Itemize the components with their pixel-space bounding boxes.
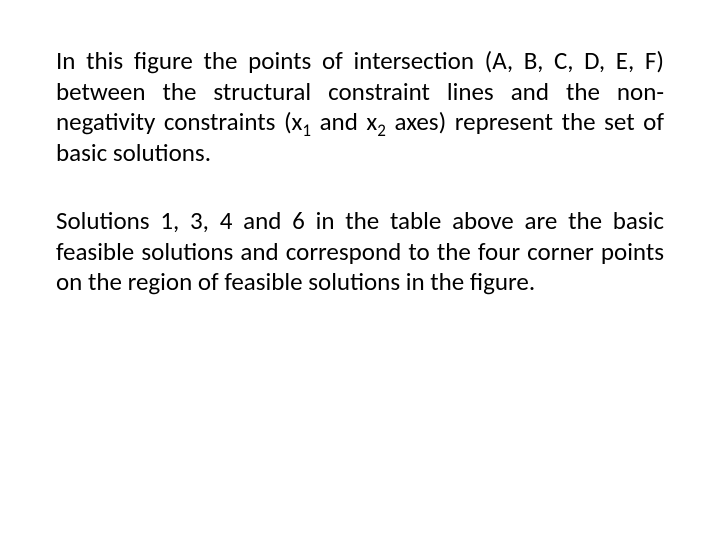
paragraph-2: Solutions 1, 3, 4 and 6 in the table abo… — [56, 206, 664, 298]
paragraph-1: In this figure the points of intersectio… — [56, 46, 664, 168]
p1-text-2: and x — [311, 106, 377, 137]
subscript-x1: 1 — [302, 120, 311, 141]
p2-text: Solutions 1, 3, 4 and 6 in the table abo… — [56, 205, 664, 297]
slide-body: In this figure the points of intersectio… — [0, 0, 720, 540]
subscript-x2: 2 — [377, 120, 386, 141]
